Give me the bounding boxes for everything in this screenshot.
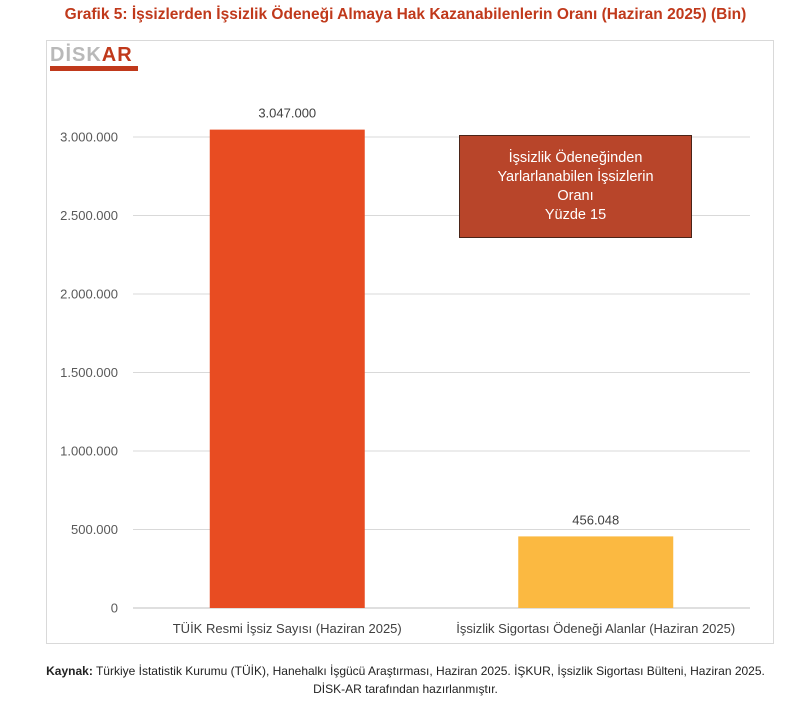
logo-text-part1: DİSK: [50, 44, 102, 66]
data-label: 456.048: [572, 512, 619, 527]
y-tick-label: 1.500.000: [60, 365, 118, 380]
y-tick-label: 2.000.000: [60, 287, 118, 302]
x-tick-label: İşsizlik Sigortası Ödeneği Alanlar (Hazi…: [456, 621, 735, 636]
callout-box: İşsizlik Ödeneğinden Yarlarlanabilen İşs…: [459, 135, 692, 238]
y-tick-label: 3.000.000: [60, 130, 118, 145]
logo-text-part2: AR: [101, 44, 133, 66]
logo-text: DİSKAR: [50, 44, 133, 67]
source-label: Kaynak:: [46, 664, 93, 678]
chart-frame: [46, 40, 774, 644]
callout-text: İşsizlik Ödeneğinden Yarlarlanabilen İşs…: [497, 149, 654, 223]
data-label: 3.047.000: [258, 106, 316, 121]
bar: [518, 536, 674, 608]
x-tick-label: TÜİK Resmi İşsiz Sayısı (Haziran 2025): [173, 621, 402, 636]
chart-title: Grafik 5: İşsizlerden İşsizlik Ödeneği A…: [64, 6, 747, 23]
y-tick-label: 1.000.000: [60, 444, 118, 459]
logo-bar: [50, 66, 138, 71]
y-tick-label: 2.500.000: [60, 208, 118, 223]
source-line-1: Kaynak: Türkiye İstatistik Kurumu (TÜİK)…: [0, 662, 811, 680]
source-note: Kaynak: Türkiye İstatistik Kurumu (TÜİK)…: [0, 662, 811, 698]
source-line-2: DİSK-AR tarafından hazırlanmıştır.: [313, 682, 498, 696]
y-tick-label: 500.000: [71, 522, 118, 537]
source-text: Türkiye İstatistik Kurumu (TÜİK), Haneha…: [95, 664, 765, 678]
diskar-logo: DİSKAR: [50, 44, 138, 74]
bar: [209, 129, 365, 608]
y-tick-label: 0: [111, 601, 118, 616]
